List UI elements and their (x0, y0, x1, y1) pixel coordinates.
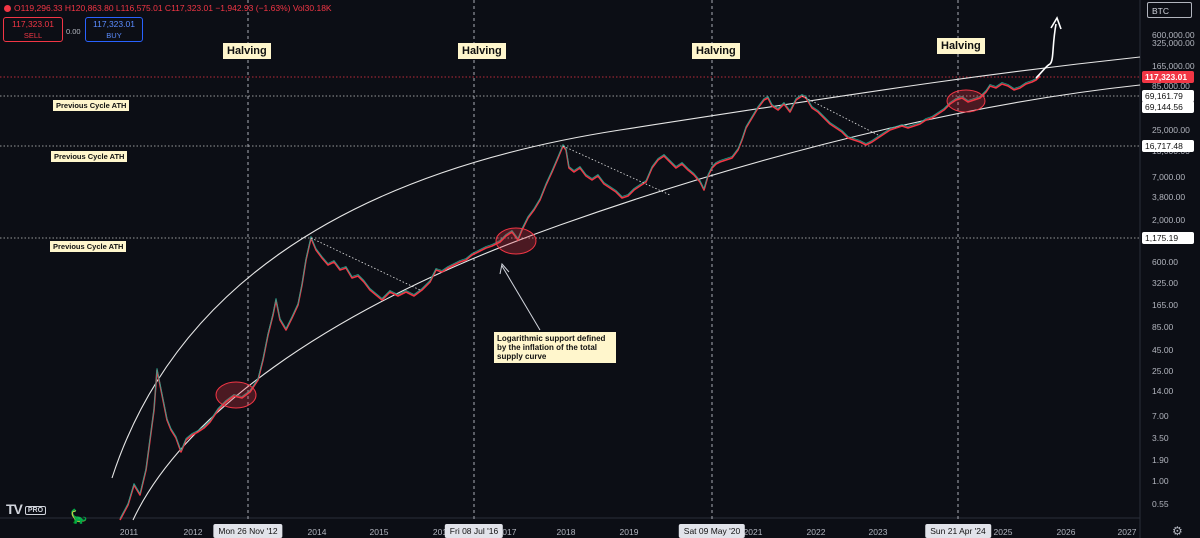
price-tick: 1.90 (1152, 455, 1169, 465)
buy-price: 117,323.01 (93, 19, 135, 29)
level-label-ath-2021b: 69,144.56 (1142, 101, 1194, 113)
time-tick: 201 (432, 527, 448, 537)
bear-trendline-0 (310, 237, 421, 291)
time-tick: 2021 (743, 527, 763, 537)
bear-trendline-2 (801, 95, 881, 137)
note-arrowhead (499, 262, 510, 275)
time-tick: 2023 (868, 527, 888, 537)
price-tick: 1.00 (1152, 476, 1169, 486)
ath-label-2017: Previous Cycle ATH (51, 151, 128, 162)
tradingview-logo[interactable]: TV PRO (6, 501, 47, 517)
price-tick: 14.00 (1152, 386, 1174, 396)
dino-icon: 🦕 (70, 508, 88, 524)
symbol-label[interactable]: BTC (1147, 2, 1192, 18)
crosshair-date-2016: Fri 08 Jul '16 (444, 524, 504, 538)
buy-button[interactable]: 117,323.01 BUY (85, 17, 143, 42)
ath-label-2021: Previous Cycle ATH (53, 100, 130, 111)
time-tick: 2027 (1117, 527, 1137, 537)
price-tick: 7.00 (1152, 411, 1169, 421)
time-tick: 2025 (993, 527, 1013, 537)
time-tick: 2022 (806, 527, 826, 537)
level-label-ath-2021: 69,161.79 (1142, 90, 1194, 102)
market-status-dot (4, 5, 11, 12)
sell-button[interactable]: 117,323.01 SELL (3, 17, 63, 42)
crosshair-date-2012: Mon 26 Nov '12 (213, 524, 283, 538)
price-tick: 165.00 (1152, 300, 1178, 310)
time-tick: 2014 (307, 527, 327, 537)
ath-label-2013: Previous Cycle ATH (50, 241, 127, 252)
price-tick: 3,800.00 (1152, 192, 1186, 202)
time-tick: 2015 (369, 527, 389, 537)
projection-line (1035, 23, 1057, 79)
price-series (119, 75, 1041, 521)
time-tick: 2019 (619, 527, 639, 537)
time-tick: 2012 (183, 527, 203, 537)
time-tick: 2018 (556, 527, 576, 537)
lower-log-curve (132, 84, 1141, 521)
price-tick: 25.00 (1152, 366, 1174, 376)
sell-label: SELL (23, 31, 43, 40)
price-tick: 85.00 (1152, 322, 1174, 332)
highlight-ellipse-1 (495, 227, 537, 255)
price-tick: 325,000.00 (1152, 38, 1195, 48)
time-tick: 2026 (1056, 527, 1076, 537)
price-series-up (119, 74, 1041, 519)
price-tick: 45.00 (1152, 345, 1174, 355)
time-tick: 2011 (119, 527, 139, 537)
level-label-ath-2017: 16,717.48 (1142, 140, 1194, 152)
gear-icon[interactable]: ⚙ (1172, 524, 1183, 538)
halving-label-2016: Halving (458, 43, 506, 59)
price-tick: 25,000.00 (1152, 125, 1190, 135)
buy-label: BUY (106, 31, 122, 40)
price-tick: 7,000.00 (1152, 172, 1186, 182)
support-note: Logarithmic support defined by the infla… (494, 332, 616, 363)
highlight-ellipse-0 (215, 381, 257, 409)
price-tick: 325.00 (1152, 278, 1178, 288)
crosshair-date-2024: Sun 21 Apr '24 (925, 524, 991, 538)
price-tick: 0.55 (1152, 499, 1169, 509)
price-tick: 2,000.00 (1152, 215, 1186, 225)
level-label-ath-2013: 1,175.19 (1142, 232, 1194, 244)
price-tick: 3.50 (1152, 433, 1169, 443)
price-tick: 85,000.00 (1152, 81, 1190, 91)
highlight-ellipse-2 (946, 89, 986, 113)
projection-arrowhead (1050, 16, 1062, 30)
halving-label-2012: Halving (223, 43, 271, 59)
crosshair-date-2020: Sat 09 May '20 (678, 524, 746, 538)
bear-trendline-1 (562, 145, 671, 196)
price-tick: 165,000.00 (1152, 61, 1195, 71)
current-price-label: 117,323.01 (1142, 71, 1194, 83)
price-tick: 600.00 (1152, 257, 1178, 267)
spread-value: 0.00 (66, 27, 81, 36)
sell-price: 117,323.01 (12, 19, 54, 29)
note-arrow-line (501, 265, 541, 331)
halving-label-2024: Halving (937, 38, 985, 54)
ohlc-readout: O119,296.33 H120,863.80 L116,575.01 C117… (4, 3, 332, 13)
price-tick: 600,000.00 (1152, 30, 1195, 40)
time-tick: 2017 (497, 527, 517, 537)
halving-label-2020: Halving (692, 43, 740, 59)
upper-log-curve (111, 56, 1141, 479)
